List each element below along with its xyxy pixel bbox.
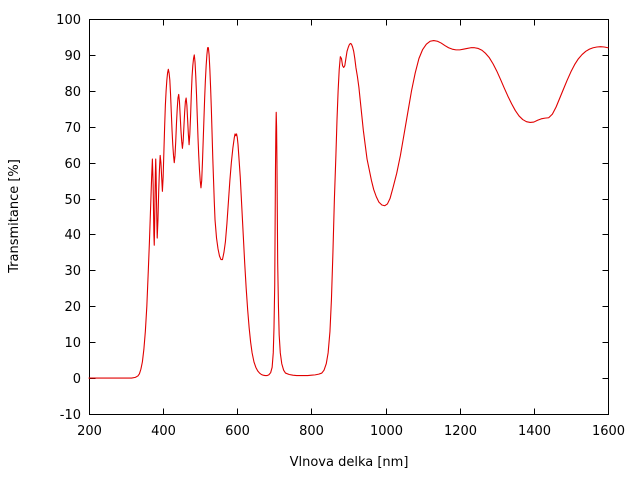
x-tick-label: 1200 [444,424,477,439]
y-tick-label: 70 [64,121,81,136]
y-tick-label: 30 [64,264,81,279]
y-tick-label: 90 [64,49,81,64]
transmitance-curve [88,40,609,379]
x-tick-label: 800 [299,424,324,439]
x-tick-label: 200 [77,424,102,439]
x-axis-ticks: 200 400 600 800 1000 1200 1400 1600 [77,19,625,439]
x-tick-label: 1400 [518,424,551,439]
y-tick-label: 50 [64,193,81,208]
y-tick-label: 0 [73,372,81,387]
x-tick-label: 400 [151,424,176,439]
y-tick-label: 100 [56,13,81,28]
x-tick-label: 600 [225,424,250,439]
y-tick-label: -10 [60,408,81,423]
x-axis-label: Vlnova delka [nm] [290,455,409,470]
data-layer [88,40,609,379]
y-tick-label: 40 [64,228,81,243]
y-tick-label: 60 [64,157,81,172]
y-axis-ticks: -10 0 10 20 30 40 50 60 70 80 90 100 [56,13,609,423]
y-tick-label: 20 [64,300,81,315]
x-tick-label: 1000 [370,424,403,439]
y-axis-label: Transmitance [%] [7,159,22,274]
x-tick-label: 1600 [592,424,625,439]
y-tick-label: 10 [64,336,81,351]
y-tick-label: 80 [64,85,81,100]
